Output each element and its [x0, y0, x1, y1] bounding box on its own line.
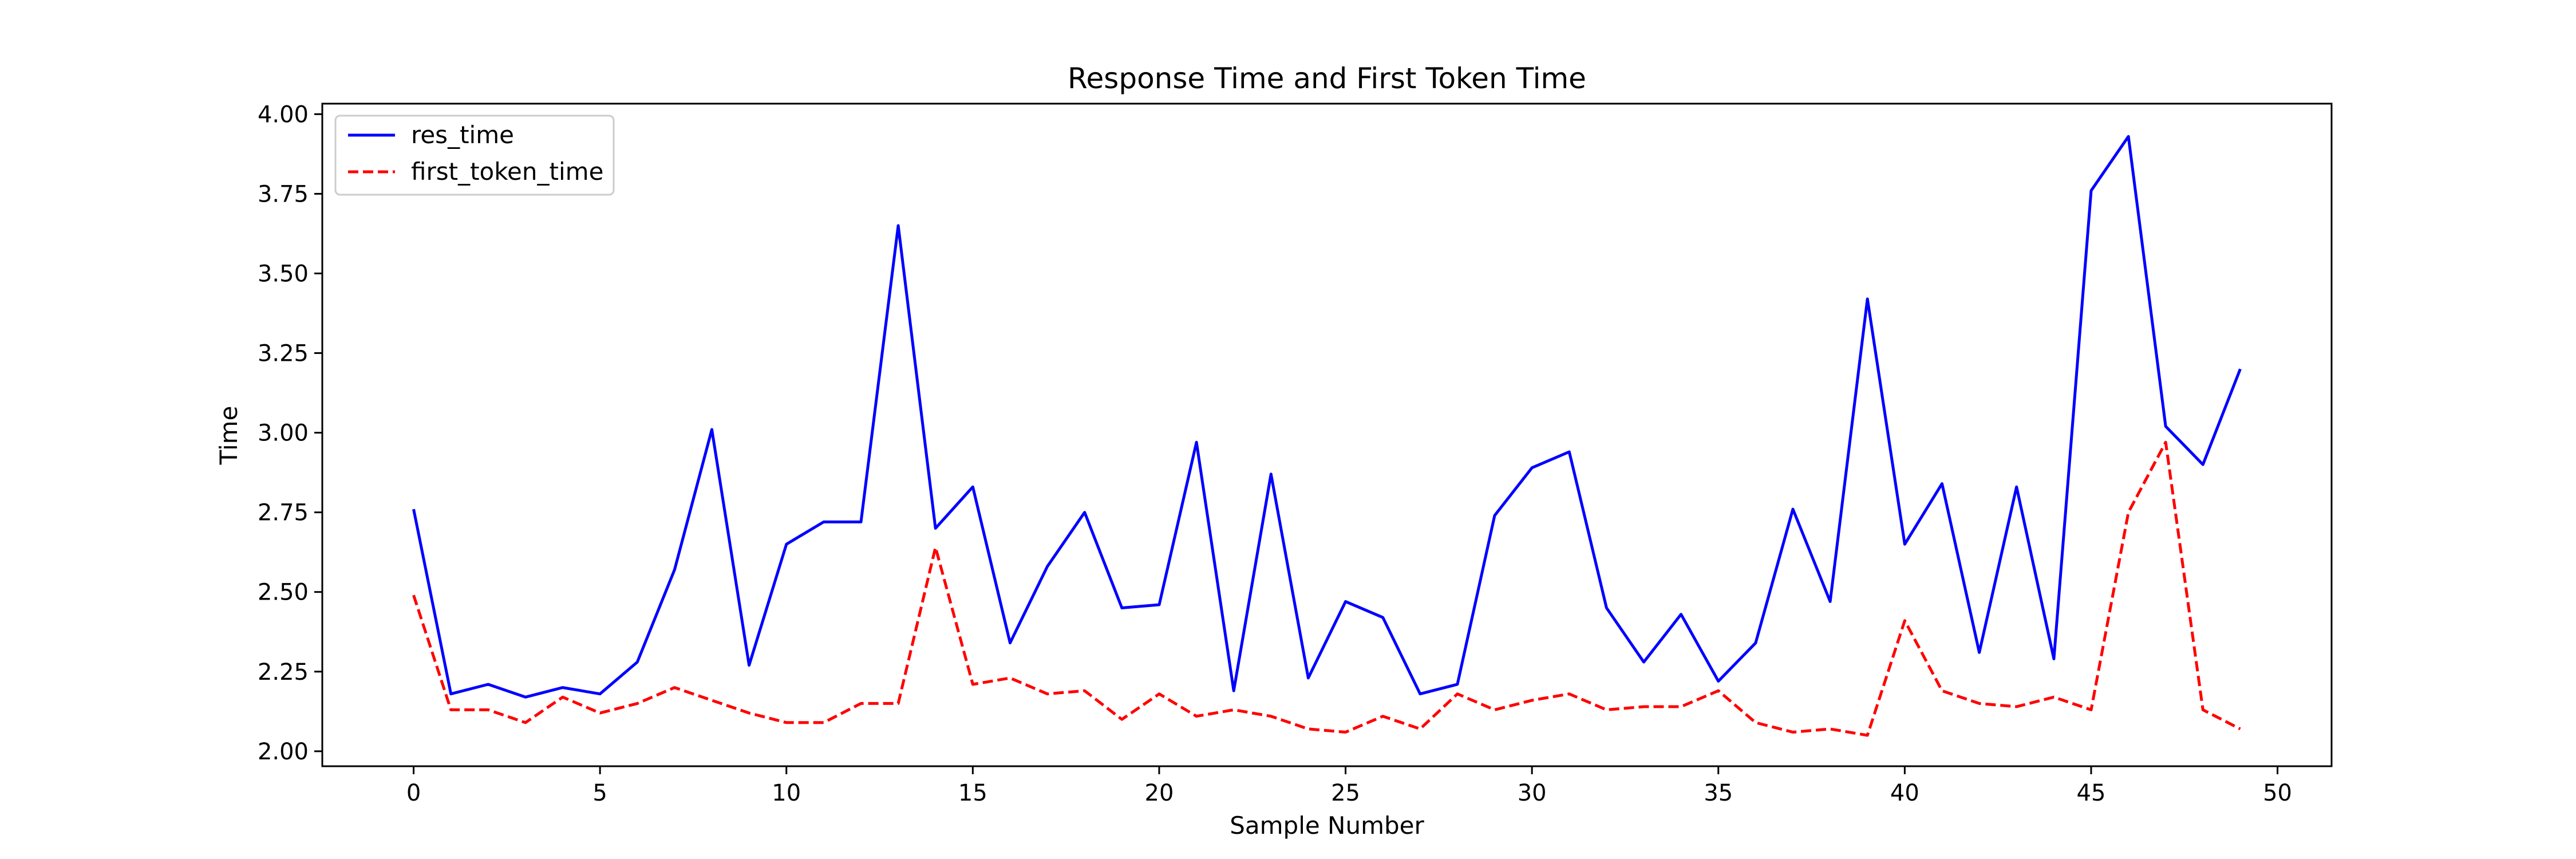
series-line-first-token-time	[412, 440, 2241, 737]
x-tick-label: 0	[406, 780, 421, 806]
series-layer	[412, 135, 2242, 737]
x-axis-ticks: 0 5 10 15 20 25 30 35 40 45 50	[406, 766, 2292, 806]
y-tick-label: 3.25	[258, 341, 309, 367]
y-tick-label: 2.00	[258, 739, 309, 765]
x-tick-label: 15	[958, 780, 987, 806]
y-tick-label: 3.00	[258, 420, 309, 447]
chart-title: Response Time and First Token Time	[1068, 62, 1586, 95]
x-tick-label: 30	[1518, 780, 1547, 806]
legend-box	[334, 115, 615, 196]
series-line-res-time	[412, 135, 2242, 699]
y-tick-label: 3.75	[258, 181, 309, 207]
y-axis-ticks: 2.00 2.25 2.50 2.75 3.00 3.25 3.50 3.75 4.00	[258, 101, 322, 765]
y-tick-label: 3.50	[258, 261, 309, 287]
plot-frame	[321, 103, 2333, 767]
y-tick-label: 2.25	[258, 659, 309, 685]
legend: res_time first_token_time	[334, 115, 615, 196]
y-axis-label: Time	[215, 406, 243, 466]
x-tick-label: 35	[1704, 780, 1733, 806]
y-tick-label: 2.50	[258, 580, 309, 606]
x-tick-label: 20	[1145, 780, 1174, 806]
x-axis-label: Sample Number	[1230, 811, 1424, 840]
x-tick-label: 50	[2263, 780, 2292, 806]
y-tick-label: 2.75	[258, 500, 309, 526]
x-tick-label: 25	[1331, 780, 1360, 806]
x-tick-label: 40	[1890, 780, 1919, 806]
x-tick-label: 10	[772, 780, 801, 806]
y-tick-label: 4.00	[258, 101, 309, 128]
x-tick-label: 45	[2077, 780, 2106, 806]
x-tick-label: 5	[592, 780, 607, 806]
legend-label-res-time: res_time	[411, 121, 514, 149]
legend-label-first-token-time: first_token_time	[411, 157, 603, 186]
